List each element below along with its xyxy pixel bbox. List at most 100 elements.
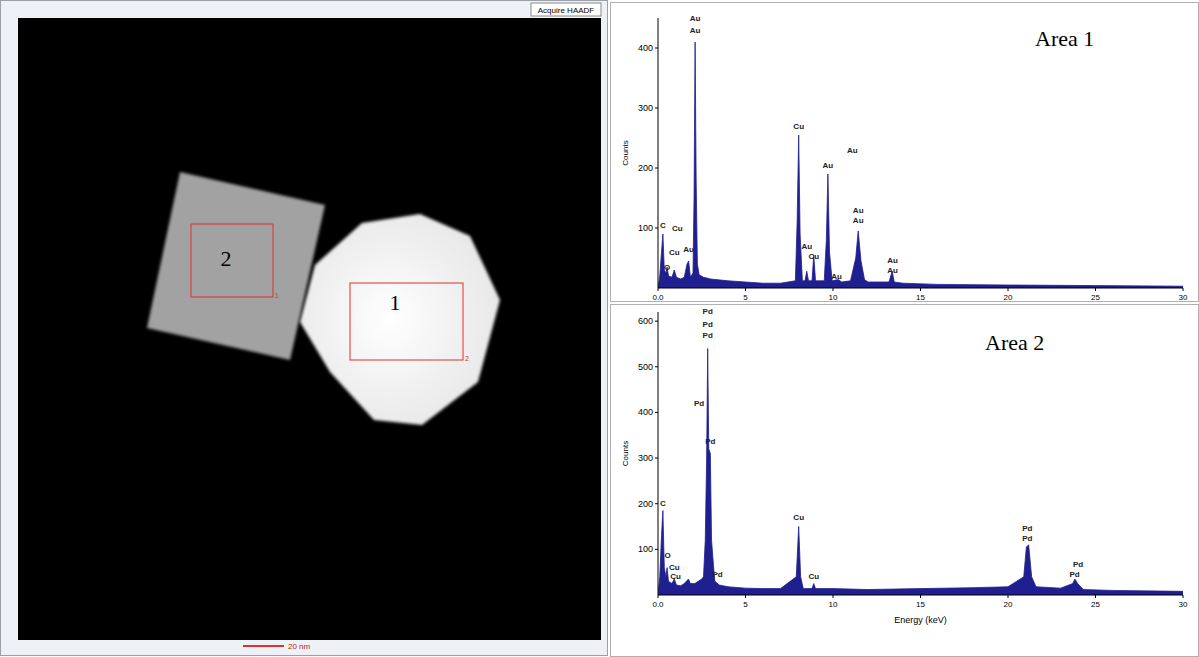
y-tick: [655, 549, 658, 550]
peak-label: Pd: [1073, 560, 1083, 569]
y-axis: [658, 312, 659, 595]
y-tick-label: 400: [638, 43, 653, 53]
button[interactable]: [531, 3, 601, 16]
x-tick-label: 25: [1091, 293, 1100, 302]
y-axis-title: Counts: [621, 140, 630, 165]
peak-label: Pd: [703, 331, 713, 340]
x-axis-title: Energy (keV): [894, 615, 947, 625]
x-tick: [658, 288, 659, 291]
x-tick: [1095, 288, 1096, 291]
x-tick-label: 5: [743, 293, 748, 302]
peak-label: Au: [801, 242, 812, 251]
panel-frame: [611, 305, 1199, 657]
y-tick: [655, 503, 658, 504]
peak-label: Pd: [712, 570, 722, 579]
region-box: [191, 224, 273, 297]
y-tick: [655, 228, 658, 229]
peak-label: Au: [847, 146, 858, 155]
panel-title: Area 1: [1035, 26, 1094, 51]
peak-label: Pd: [705, 437, 715, 446]
scale-bar: [243, 645, 284, 647]
page: Acquire HAADF211220 nm1002003004000.0510…: [0, 0, 1199, 657]
x-tick-label: 10: [829, 600, 838, 609]
y-tick-label: 200: [638, 163, 653, 173]
peak-label: Au: [683, 245, 694, 254]
y-tick-label: 100: [638, 223, 653, 233]
spectrum: [658, 349, 1183, 595]
peak-label: Cu: [669, 563, 680, 572]
y-tick: [655, 168, 658, 169]
x-tick-label: 15: [916, 293, 925, 302]
x-tick-label: 0.0: [652, 293, 664, 302]
x-tick: [833, 288, 834, 291]
peak-label: O: [665, 551, 671, 560]
x-tick: [745, 595, 746, 598]
y-tick-label: 500: [638, 362, 653, 372]
peak-label: Pd: [703, 320, 713, 329]
panel-title: Area 2: [985, 330, 1044, 355]
x-tick-label: 0.0: [652, 600, 664, 609]
panel-frame: [611, 3, 1199, 302]
peak-label: Au: [853, 216, 864, 225]
y-tick: [655, 412, 658, 413]
peak-label: Cu: [808, 572, 819, 581]
peak-label: Au: [831, 272, 842, 281]
y-tick: [655, 458, 658, 459]
peak-label: Pd: [1022, 534, 1032, 543]
y-tick: [655, 366, 658, 367]
peak-label: Au: [887, 266, 898, 275]
x-tick: [1183, 288, 1184, 291]
peak-label: Cu: [670, 572, 681, 581]
x-tick: [1008, 288, 1009, 291]
x-tick-label: 20: [1004, 600, 1013, 609]
peak-label: Pd: [1022, 524, 1032, 533]
x-tick-label: 25: [1091, 600, 1100, 609]
y-axis-title: Counts: [621, 441, 630, 466]
peak-label: Au: [823, 161, 834, 170]
plot-area: [658, 349, 1183, 595]
spectrum-panel: 100 200 300 400 500 600 0.0 5 10 15 20 25 30 Counts En…: [611, 305, 1199, 657]
x-tick: [1095, 595, 1096, 598]
peak-label: Pd: [1069, 570, 1079, 579]
region-box: [350, 283, 463, 360]
scale-bar-label: 20 nm: [288, 642, 311, 651]
x-tick: [1183, 595, 1184, 598]
x-tick: [920, 288, 921, 291]
peak-label: Pd: [703, 307, 713, 316]
x-tick-label: 15: [916, 600, 925, 609]
image-frame: [1, 1, 608, 656]
region-label: 2: [221, 246, 232, 271]
peak-label: Au: [853, 206, 864, 215]
plot-area: [658, 42, 1183, 288]
peak-label: C: [660, 499, 666, 508]
y-tick: [655, 108, 658, 109]
region-tag: 2: [465, 355, 469, 362]
peak-label: O: [664, 263, 670, 272]
y-tick-label: 300: [638, 453, 653, 463]
x-tick: [1008, 595, 1009, 598]
peak-label: Cu: [672, 224, 683, 233]
peak-label: Au: [887, 256, 898, 265]
peak-label: Au: [690, 14, 701, 23]
cube-particle: [147, 172, 325, 360]
peak-label: C: [660, 221, 666, 230]
y-tick-label: 400: [638, 407, 653, 417]
y-axis: [658, 18, 659, 288]
x-tick-label: 10: [829, 293, 838, 302]
x-tick-label: 5: [743, 600, 748, 609]
y-tick-label: 200: [638, 499, 653, 509]
peak-label: Au: [690, 26, 701, 35]
peak-label: Pd: [694, 399, 704, 408]
polyhedral-particle: [300, 214, 500, 425]
y-tick-label: 600: [638, 316, 653, 326]
peak-label: Cu: [808, 252, 819, 261]
x-tick-label: 30: [1179, 600, 1188, 609]
button-label[interactable]: Acquire HAADF: [538, 6, 595, 15]
y-tick-label: 300: [638, 103, 653, 113]
x-tick: [920, 595, 921, 598]
haadf-panel: Acquire HAADF211220 nm: [1, 1, 608, 656]
x-tick: [658, 595, 659, 598]
y-tick-label: 100: [638, 544, 653, 554]
x-tick: [745, 288, 746, 291]
peak-label: Cu: [793, 122, 804, 131]
